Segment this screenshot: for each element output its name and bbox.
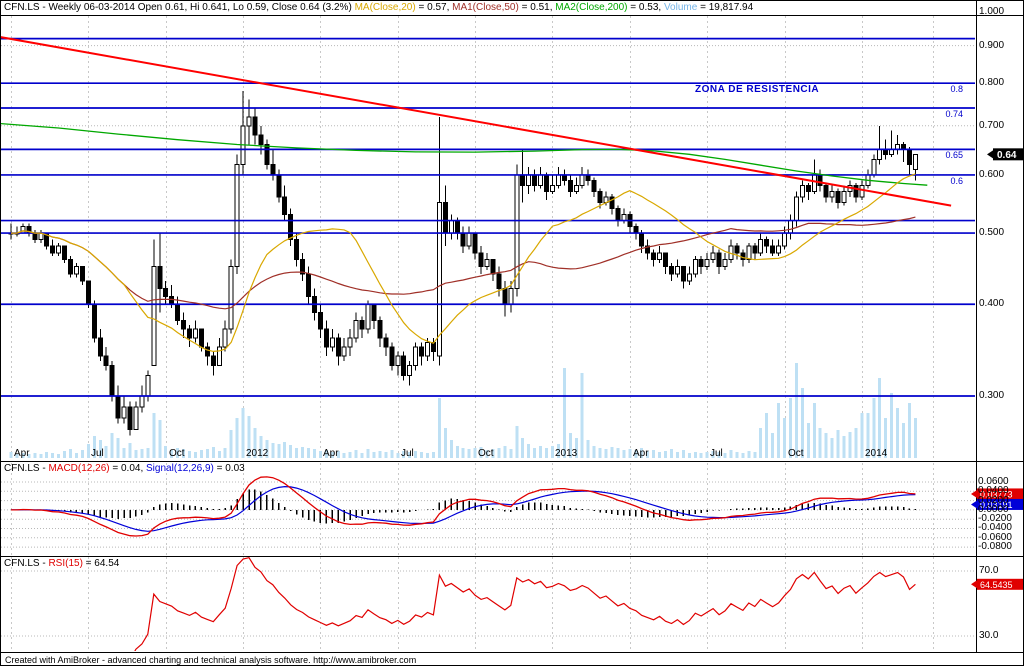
svg-text:0.03773: 0.03773: [980, 489, 1013, 499]
signal-value-box: 0.03191: [971, 498, 1023, 510]
svg-text:64.5435: 64.5435: [980, 580, 1013, 590]
svg-text:0.03191: 0.03191: [980, 500, 1013, 510]
svg-text:0.64: 0.64: [997, 150, 1017, 161]
macd-value-box: 0.03773: [971, 488, 1023, 500]
footer-credit: Created with AmiBroker - advanced charti…: [5, 655, 417, 665]
rsi-value-box: 64.5435: [971, 578, 1023, 590]
last-price-box: 0.64: [987, 148, 1023, 161]
